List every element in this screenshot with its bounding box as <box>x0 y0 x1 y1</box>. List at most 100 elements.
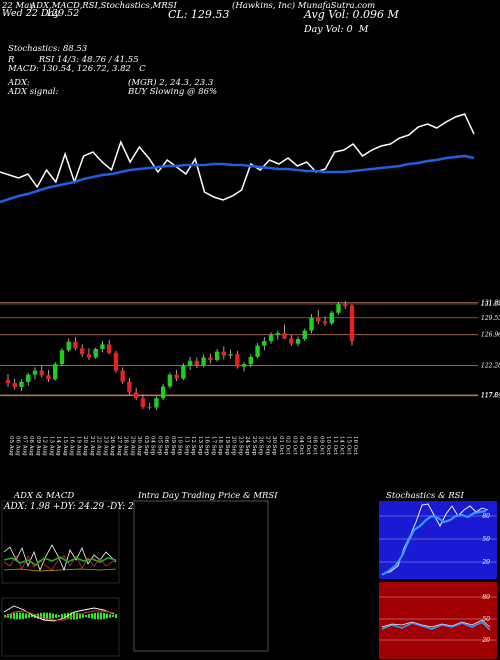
candle-body <box>316 317 321 322</box>
adx-signal-label: ADX signal: <box>8 87 59 97</box>
date-label: 22 Aug <box>96 436 102 456</box>
macd-bar <box>16 612 18 620</box>
svg-text:50: 50 <box>482 616 490 623</box>
candle <box>120 367 125 384</box>
date-label: 20 Sep <box>231 436 237 456</box>
candle-body <box>12 383 17 388</box>
candlestick-series <box>5 300 355 411</box>
date-label: 09 Aug <box>35 436 41 456</box>
date-label: 23 Sep <box>237 436 243 456</box>
price-level-label: 131.89 <box>481 299 500 306</box>
candle <box>262 337 267 351</box>
stoch-readout: Stochastics: 88.53 <box>8 44 88 54</box>
macd-bar <box>91 613 93 619</box>
date-label: 28 Aug <box>123 436 129 456</box>
candle-body <box>282 333 287 339</box>
panel3-title: Stochastics & RSI <box>386 491 464 501</box>
date-label: 09 Oct <box>318 436 324 455</box>
candle <box>160 383 166 401</box>
price-level-label: 129.53 <box>481 315 500 322</box>
macd-histogram <box>4 612 117 620</box>
candle <box>167 372 173 389</box>
date-label: 30 Sep <box>271 436 277 456</box>
candle <box>228 349 233 359</box>
candle-body <box>309 317 314 331</box>
candle-body <box>46 375 51 380</box>
date-label: 25 Sep <box>251 436 257 456</box>
date-label: 19 Aug <box>75 436 81 456</box>
date-label: 11 Sep <box>183 436 189 456</box>
date-label: 30 Aug <box>136 436 142 456</box>
date-label: 03 Oct <box>291 436 297 455</box>
candle-body <box>255 345 260 357</box>
header-studies: ADX,MACD,RSI,Stochastics,MRSI <box>30 1 177 11</box>
date-label: 26 Sep <box>258 436 264 456</box>
candle-body <box>73 341 78 349</box>
date-label: 12 Sep <box>190 436 196 456</box>
macd-readout: MACD: 130.54, 126.72, 3.82 C <box>8 64 146 74</box>
candle <box>295 336 301 347</box>
macd-panel <box>1 597 120 657</box>
macd-bar <box>43 612 45 620</box>
candle <box>100 341 105 353</box>
date-label: 06 Sep <box>163 436 169 456</box>
date-label: 08 Aug <box>28 436 34 456</box>
date-label: 04 Oct <box>298 436 304 455</box>
candle-body <box>66 341 71 351</box>
macd-bar <box>106 613 108 619</box>
candle <box>275 330 281 340</box>
candle <box>322 316 328 326</box>
header-close: CL: 129.53 <box>168 8 230 21</box>
candle <box>19 379 24 392</box>
macd-signal <box>3 610 115 621</box>
candle-body <box>187 360 193 367</box>
date-label: 10 Oct <box>325 436 331 455</box>
date-label: 08 Oct <box>312 436 318 455</box>
candle <box>106 339 112 355</box>
indicator-line <box>0 113 475 201</box>
candle-body <box>127 381 132 393</box>
candle-body <box>214 351 220 361</box>
date-label: 15 Aug <box>62 436 68 456</box>
date-label: 23 Aug <box>102 436 108 456</box>
adx-signal-value: BUY Slowing @ 86% <box>128 87 218 97</box>
candle <box>140 394 146 409</box>
candle-body <box>59 350 65 365</box>
date-axis-labels: 05 Aug 06 Aug 07 Aug 08 Aug 09 Aug 12 Aug 13 A… <box>8 436 358 456</box>
candle <box>46 370 51 382</box>
candle <box>336 302 341 315</box>
macd-bar <box>49 612 51 620</box>
macd-bar <box>13 612 15 620</box>
date-label: 16 Sep <box>204 436 210 456</box>
svg-text:50: 50 <box>482 536 490 543</box>
candle-body <box>26 374 31 382</box>
macd-bar <box>46 612 48 620</box>
candle <box>268 332 274 344</box>
candle <box>53 362 58 381</box>
date-label: 05 Aug <box>8 436 14 456</box>
date-label: 24 Sep <box>244 436 250 456</box>
candle-body <box>79 348 85 355</box>
header-company: (Hawkins, Inc) MunafaSutra.com <box>232 1 376 11</box>
candle-body <box>5 379 11 384</box>
macd-bar <box>10 613 12 619</box>
candle <box>32 367 38 380</box>
candle-body <box>275 333 281 336</box>
candle <box>235 350 240 369</box>
candle <box>59 348 65 367</box>
adx-lines <box>3 544 117 572</box>
macd-bar <box>64 613 66 619</box>
ema-line <box>0 154 475 204</box>
candle-body <box>295 339 301 344</box>
macd-bar <box>115 614 117 618</box>
candle <box>248 354 254 368</box>
candle <box>181 363 186 380</box>
candle-body <box>106 344 112 353</box>
macd-bar <box>22 612 24 620</box>
candle-body <box>154 398 159 408</box>
macd-bar <box>40 612 42 620</box>
date-label: 18 Sep <box>217 436 223 456</box>
macd-bar <box>70 612 72 620</box>
date-label: 07 Oct <box>305 436 311 455</box>
